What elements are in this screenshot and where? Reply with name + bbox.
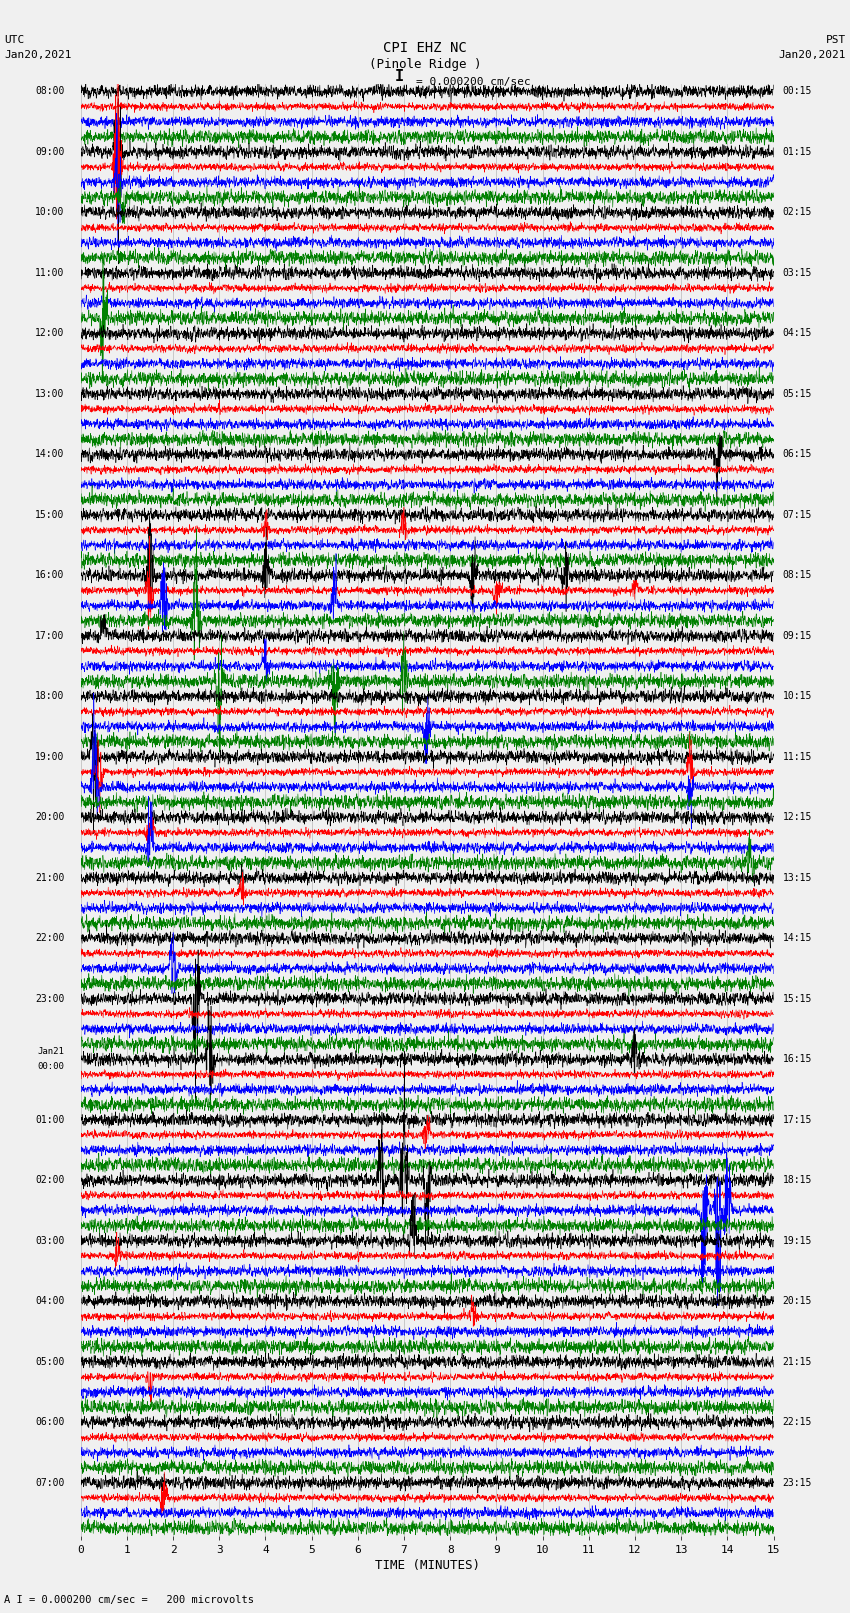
Text: Jan21: Jan21 xyxy=(37,1047,65,1057)
Text: I: I xyxy=(395,69,404,84)
Text: = 0.000200 cm/sec: = 0.000200 cm/sec xyxy=(416,77,531,87)
Text: Jan20,2021: Jan20,2021 xyxy=(4,50,71,60)
Text: 16:00: 16:00 xyxy=(35,571,65,581)
Text: PST: PST xyxy=(825,35,846,45)
Text: 04:15: 04:15 xyxy=(783,329,812,339)
Text: 19:00: 19:00 xyxy=(35,752,65,761)
Text: 02:15: 02:15 xyxy=(783,208,812,218)
Text: 20:00: 20:00 xyxy=(35,813,65,823)
Text: 04:00: 04:00 xyxy=(35,1297,65,1307)
Text: 01:15: 01:15 xyxy=(783,147,812,156)
Text: 19:15: 19:15 xyxy=(783,1236,812,1245)
Text: 14:00: 14:00 xyxy=(35,450,65,460)
Text: Jan20,2021: Jan20,2021 xyxy=(779,50,846,60)
Text: 11:15: 11:15 xyxy=(783,752,812,761)
Text: 17:00: 17:00 xyxy=(35,631,65,640)
Text: 21:00: 21:00 xyxy=(35,873,65,882)
Text: 09:00: 09:00 xyxy=(35,147,65,156)
Text: 14:15: 14:15 xyxy=(783,934,812,944)
Text: CPI EHZ NC: CPI EHZ NC xyxy=(383,40,467,55)
Text: A I = 0.000200 cm/sec =   200 microvolts: A I = 0.000200 cm/sec = 200 microvolts xyxy=(4,1595,254,1605)
Text: 02:00: 02:00 xyxy=(35,1176,65,1186)
Text: 17:15: 17:15 xyxy=(783,1115,812,1124)
Text: 22:00: 22:00 xyxy=(35,934,65,944)
Text: 13:00: 13:00 xyxy=(35,389,65,398)
Text: 03:00: 03:00 xyxy=(35,1236,65,1245)
Text: 23:15: 23:15 xyxy=(783,1478,812,1487)
Text: 23:00: 23:00 xyxy=(35,994,65,1003)
Text: (Pinole Ridge ): (Pinole Ridge ) xyxy=(369,58,481,71)
Text: 05:15: 05:15 xyxy=(783,389,812,398)
Text: 00:15: 00:15 xyxy=(783,87,812,97)
Text: 06:15: 06:15 xyxy=(783,450,812,460)
Text: 12:15: 12:15 xyxy=(783,813,812,823)
Text: 22:15: 22:15 xyxy=(783,1418,812,1428)
Text: 03:15: 03:15 xyxy=(783,268,812,277)
Text: 15:00: 15:00 xyxy=(35,510,65,519)
Text: 18:00: 18:00 xyxy=(35,692,65,702)
Text: 13:15: 13:15 xyxy=(783,873,812,882)
Text: 10:00: 10:00 xyxy=(35,208,65,218)
Text: 07:15: 07:15 xyxy=(783,510,812,519)
Text: 00:00: 00:00 xyxy=(37,1063,65,1071)
Text: 15:15: 15:15 xyxy=(783,994,812,1003)
Text: 12:00: 12:00 xyxy=(35,329,65,339)
Text: UTC: UTC xyxy=(4,35,25,45)
Text: 01:00: 01:00 xyxy=(35,1115,65,1124)
Text: 07:00: 07:00 xyxy=(35,1478,65,1487)
Text: 10:15: 10:15 xyxy=(783,692,812,702)
X-axis label: TIME (MINUTES): TIME (MINUTES) xyxy=(375,1558,479,1571)
Text: 21:15: 21:15 xyxy=(783,1357,812,1366)
Text: 18:15: 18:15 xyxy=(783,1176,812,1186)
Text: 09:15: 09:15 xyxy=(783,631,812,640)
Text: 16:15: 16:15 xyxy=(783,1055,812,1065)
Text: 06:00: 06:00 xyxy=(35,1418,65,1428)
Text: 08:15: 08:15 xyxy=(783,571,812,581)
Text: 20:15: 20:15 xyxy=(783,1297,812,1307)
Text: 05:00: 05:00 xyxy=(35,1357,65,1366)
Text: 11:00: 11:00 xyxy=(35,268,65,277)
Text: 08:00: 08:00 xyxy=(35,87,65,97)
